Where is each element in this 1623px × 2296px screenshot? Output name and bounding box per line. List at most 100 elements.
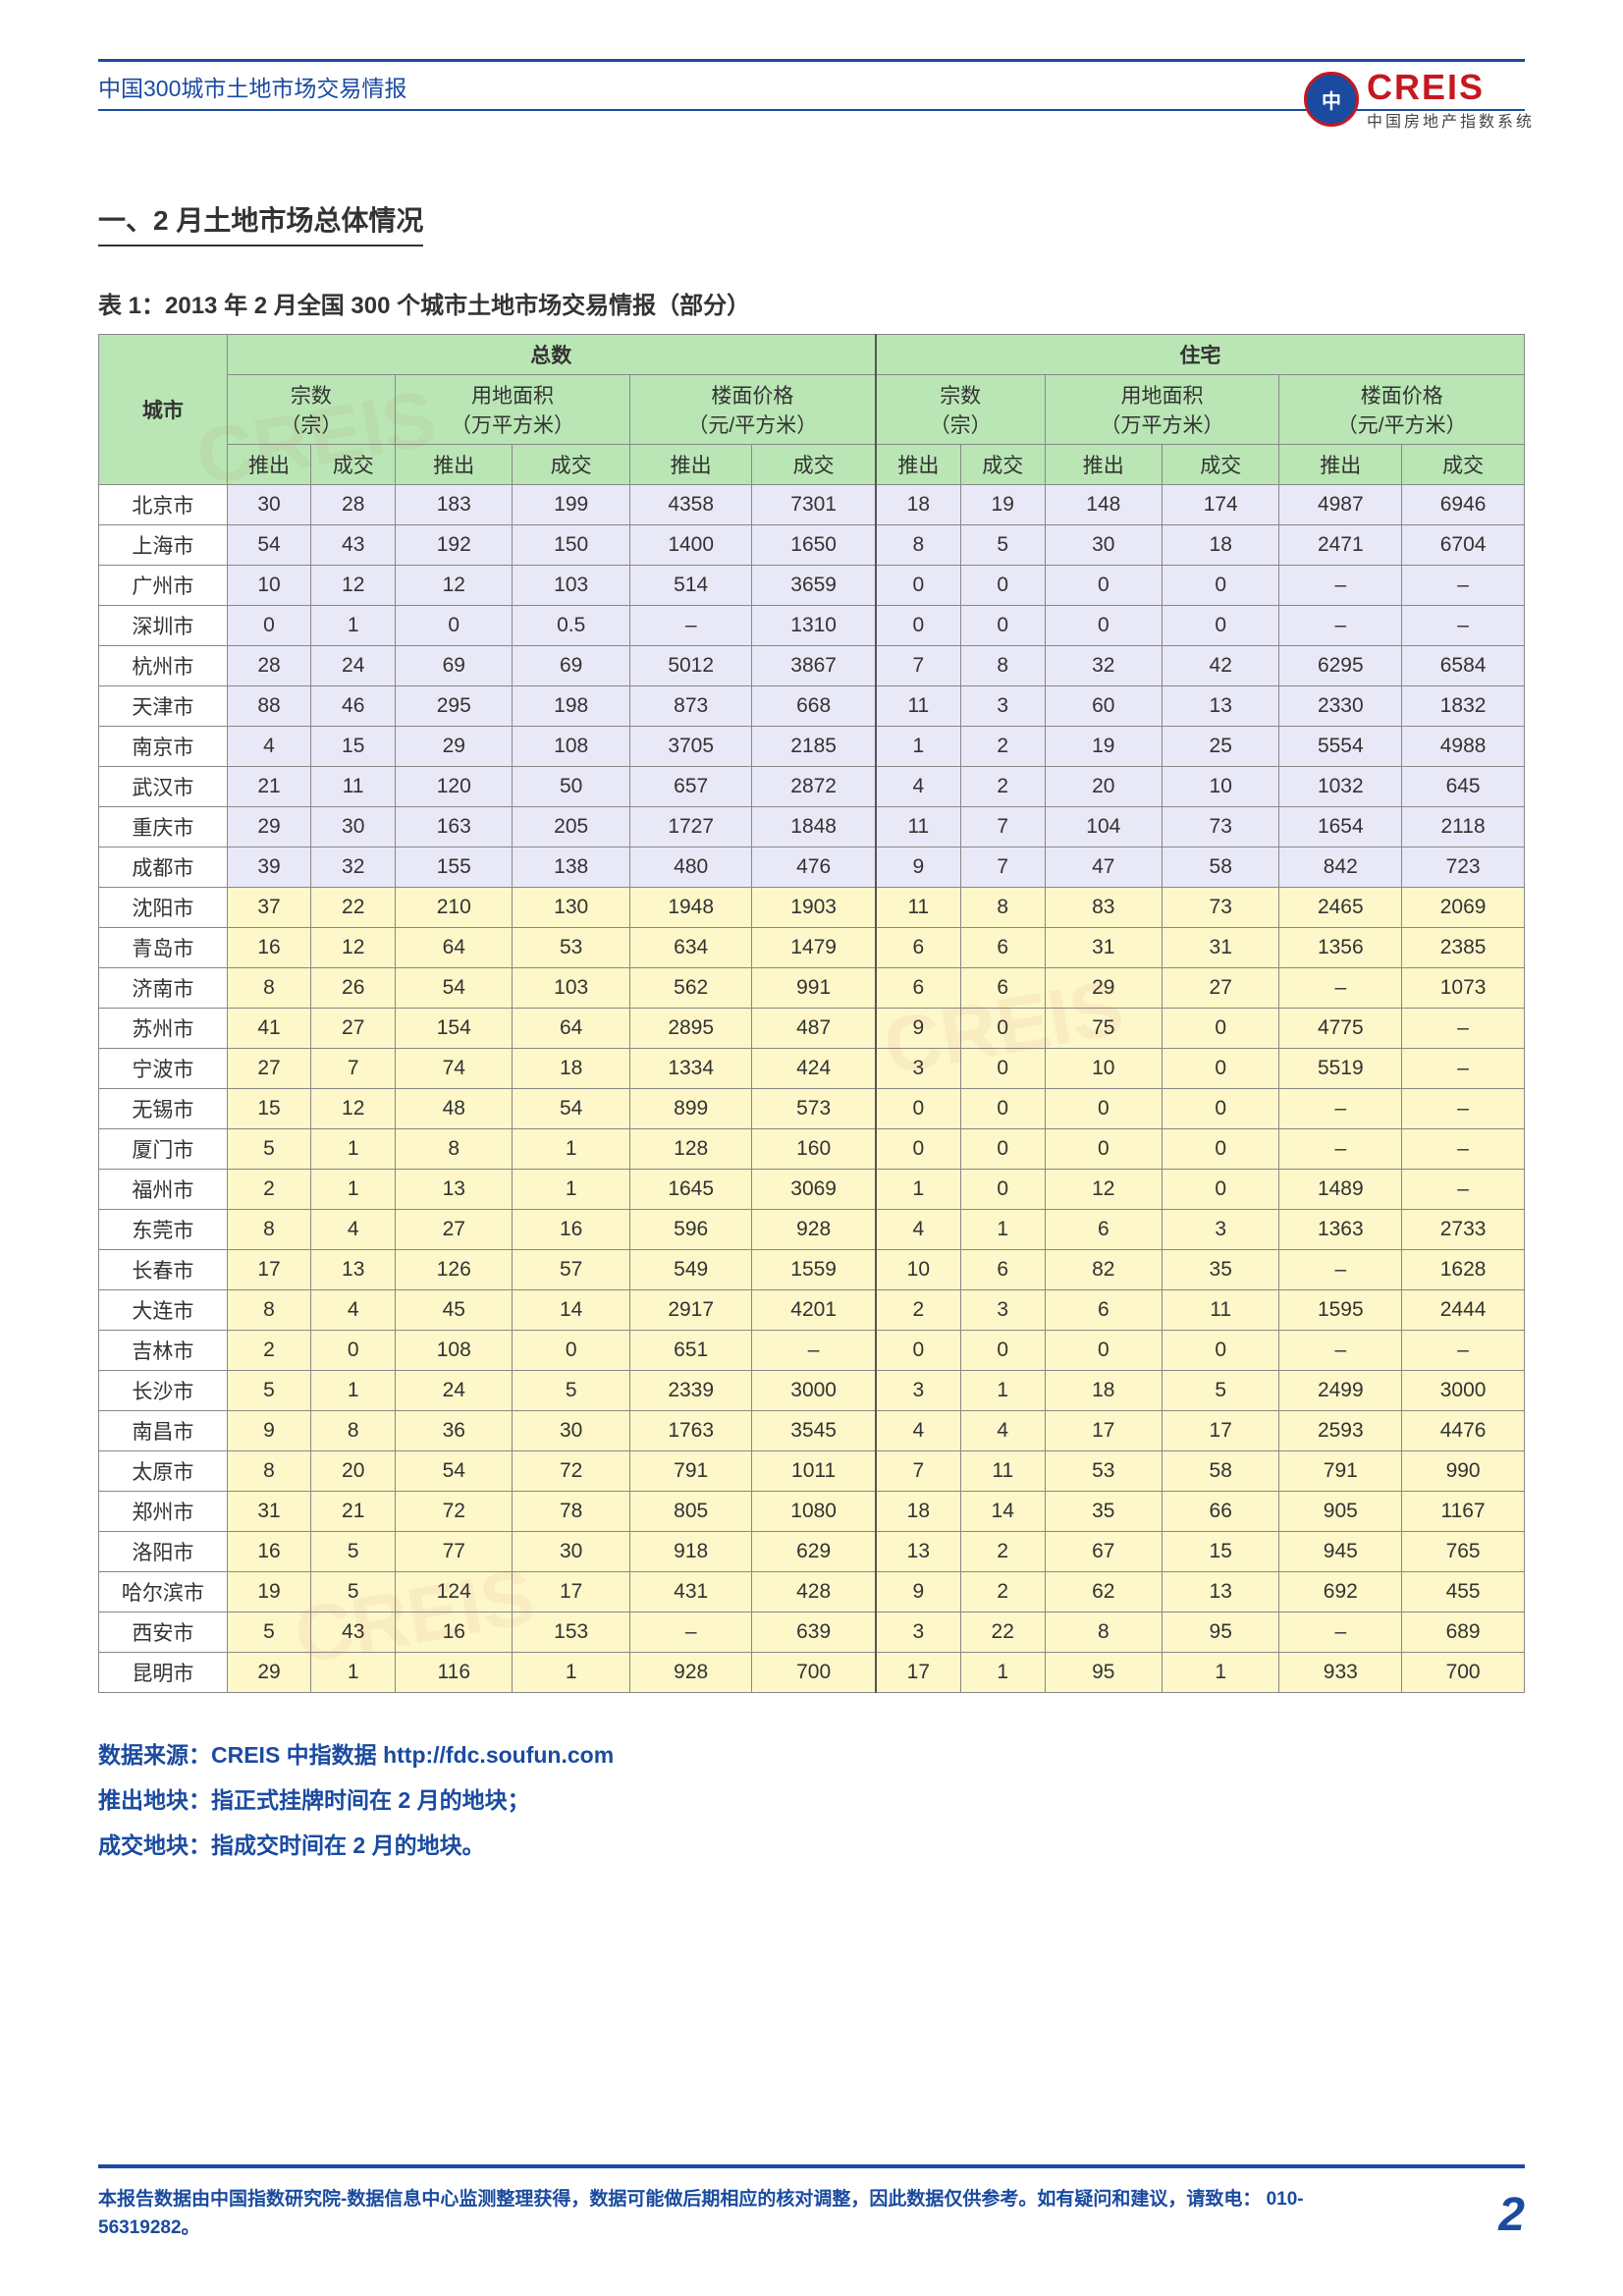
data-cell: 6 <box>1045 1210 1162 1250</box>
data-cell: – <box>1279 968 1402 1009</box>
data-cell: 1727 <box>629 807 752 847</box>
data-cell: 54 <box>513 1089 629 1129</box>
lbl: 用地面积 <box>471 385 554 408</box>
table-body: 北京市302818319943587301181914817449876946上… <box>99 485 1525 1693</box>
data-cell: 75 <box>1045 1009 1162 1049</box>
data-cell: 629 <box>752 1532 876 1572</box>
data-cell: 562 <box>629 968 752 1009</box>
data-cell: 945 <box>1279 1532 1402 1572</box>
data-cell: 10 <box>1163 767 1279 807</box>
data-cell: 549 <box>629 1250 752 1290</box>
data-cell: 17 <box>876 1653 961 1693</box>
data-cell: 476 <box>752 847 876 888</box>
data-cell: 2339 <box>629 1371 752 1411</box>
data-cell: 104 <box>1045 807 1162 847</box>
table-row: 重庆市2930163205172718481171047316542118 <box>99 807 1525 847</box>
data-cell: 45 <box>396 1290 513 1331</box>
data-cell: 5 <box>227 1371 311 1411</box>
data-cell: 8 <box>227 968 311 1009</box>
data-cell: 3867 <box>752 646 876 686</box>
data-cell: 2465 <box>1279 888 1402 928</box>
data-cell: 0 <box>1163 1331 1279 1371</box>
city-cell: 北京市 <box>99 485 228 525</box>
data-cell: 4 <box>876 1210 961 1250</box>
city-cell: 南昌市 <box>99 1411 228 1451</box>
data-cell: 0 <box>1163 1170 1279 1210</box>
data-cell: 18 <box>1163 525 1279 566</box>
data-cell: 3 <box>960 1290 1045 1331</box>
table-row: 杭州市282469695012386778324262956584 <box>99 646 1525 686</box>
data-cell: 5 <box>513 1371 629 1411</box>
data-cell: 35 <box>1045 1492 1162 1532</box>
data-cell: 28 <box>227 646 311 686</box>
city-cell: 东莞市 <box>99 1210 228 1250</box>
data-cell: 1310 <box>752 606 876 646</box>
data-cell: 1645 <box>629 1170 752 1210</box>
data-cell: 431 <box>629 1572 752 1613</box>
data-cell: – <box>629 606 752 646</box>
table-row: 昆明市2911161928700171951933700 <box>99 1653 1525 1693</box>
data-cell: 0 <box>960 1331 1045 1371</box>
leaf-deal: 成交 <box>513 445 629 485</box>
data-cell: 8 <box>227 1451 311 1492</box>
data-cell: 103 <box>513 968 629 1009</box>
city-cell: 郑州市 <box>99 1492 228 1532</box>
data-cell: 64 <box>396 928 513 968</box>
data-cell: – <box>1402 1129 1525 1170</box>
data-cell: 1363 <box>1279 1210 1402 1250</box>
data-cell: 918 <box>629 1532 752 1572</box>
data-cell: 723 <box>1402 847 1525 888</box>
note-push: 推出地块：指正式挂牌时间在 2 月的地块； <box>98 1777 1525 1823</box>
data-cell: 120 <box>396 767 513 807</box>
data-cell: 1 <box>876 1170 961 1210</box>
data-cell: 8 <box>960 646 1045 686</box>
data-cell: 22 <box>960 1613 1045 1653</box>
header-top-rule <box>98 59 1525 62</box>
city-cell: 上海市 <box>99 525 228 566</box>
data-cell: 4476 <box>1402 1411 1525 1451</box>
data-cell: 39 <box>227 847 311 888</box>
leaf-push: 推出 <box>396 445 513 485</box>
data-cell: 28 <box>311 485 396 525</box>
data-cell: 4988 <box>1402 727 1525 767</box>
data-cell: 88 <box>227 686 311 727</box>
data-cell: 27 <box>396 1210 513 1250</box>
data-cell: 32 <box>311 847 396 888</box>
notes-block: 数据来源：CREIS 中指数据 http://fdc.soufun.com 推出… <box>98 1732 1525 1868</box>
data-cell: 17 <box>1045 1411 1162 1451</box>
data-cell: 32 <box>1045 646 1162 686</box>
data-cell: 47 <box>1045 847 1162 888</box>
data-cell: 1 <box>311 1129 396 1170</box>
group-total: 总数 <box>227 335 876 375</box>
data-cell: 8 <box>876 525 961 566</box>
lbl: 楼面价格 <box>711 385 793 408</box>
data-cell: 668 <box>752 686 876 727</box>
data-cell: 2 <box>960 727 1045 767</box>
data-cell: 700 <box>1402 1653 1525 1693</box>
lbl: 宗数 <box>940 385 981 408</box>
data-cell: 27 <box>311 1009 396 1049</box>
data-cell: 1 <box>311 1170 396 1210</box>
data-cell: 138 <box>513 847 629 888</box>
data-cell: 0 <box>1163 1129 1279 1170</box>
data-cell: 3705 <box>629 727 752 767</box>
data-cell: 18 <box>876 485 961 525</box>
data-cell: 9 <box>227 1411 311 1451</box>
data-cell: – <box>629 1613 752 1653</box>
data-cell: 126 <box>396 1250 513 1290</box>
data-cell: 1073 <box>1402 968 1525 1009</box>
table-row: 青岛市16126453634147966313113562385 <box>99 928 1525 968</box>
data-cell: 480 <box>629 847 752 888</box>
data-cell: 0 <box>227 606 311 646</box>
table-row: 武汉市21111205065728724220101032645 <box>99 767 1525 807</box>
logo-sub: 中国房地产指数系统 <box>1367 108 1535 132</box>
city-cell: 广州市 <box>99 566 228 606</box>
data-cell: 928 <box>752 1210 876 1250</box>
data-cell: 20 <box>1045 767 1162 807</box>
table-row: 济南市82654103562991662927–1073 <box>99 968 1525 1009</box>
data-cell: 1 <box>311 1653 396 1693</box>
data-cell: 12 <box>311 566 396 606</box>
data-cell: 11 <box>876 807 961 847</box>
data-cell: 27 <box>1163 968 1279 1009</box>
city-cell: 昆明市 <box>99 1653 228 1693</box>
